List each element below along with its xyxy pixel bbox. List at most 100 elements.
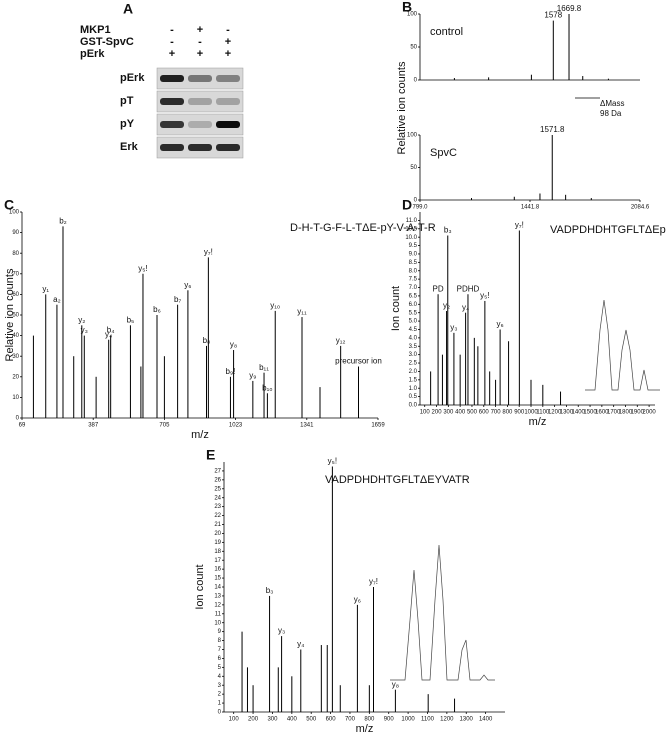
band bbox=[188, 144, 212, 151]
condition-label: pErk bbox=[80, 48, 105, 60]
blot bbox=[156, 67, 244, 90]
y-tick-label: 5 bbox=[218, 665, 222, 671]
x-tick-label: 1023 bbox=[229, 423, 243, 429]
lane-sign: - bbox=[170, 36, 174, 48]
sequence: VADPDHDHTGFLTΔEYVATR bbox=[325, 474, 470, 486]
lane-sign: - bbox=[198, 36, 202, 48]
x-tick-label: 1659 bbox=[371, 423, 385, 429]
x-tick-label: 800 bbox=[502, 410, 513, 416]
x-tick-label: 1800 bbox=[619, 410, 633, 416]
y-tick-label: 2 bbox=[218, 692, 222, 698]
peak-label: 1669.8 bbox=[557, 4, 582, 13]
x-tick-label: 1500 bbox=[583, 410, 597, 416]
y-tick-label: 70 bbox=[12, 271, 19, 277]
y-tick-label: 0 bbox=[414, 198, 418, 204]
peak-label: b₄ bbox=[107, 326, 115, 335]
x-tick-label: 900 bbox=[384, 717, 395, 723]
y-tick-label: 100 bbox=[9, 210, 20, 216]
x-axis-label: m/z bbox=[191, 429, 209, 441]
y-tick-label: 10 bbox=[12, 395, 19, 401]
peak-label: y₄ bbox=[462, 303, 469, 312]
x-tick-label: 900 bbox=[514, 410, 525, 416]
x-tick-label: 1900 bbox=[631, 410, 645, 416]
peak-label: b₂ bbox=[59, 217, 67, 226]
peak-label: y₈ bbox=[230, 340, 237, 349]
lane-sign: - bbox=[226, 24, 230, 36]
y-tick-label: 22 bbox=[214, 513, 221, 519]
y-tick-label: 8.5 bbox=[409, 260, 418, 266]
y-tick-label: 26 bbox=[214, 477, 221, 483]
peak-label: y₅! bbox=[138, 264, 147, 273]
peak-label: y₇! bbox=[369, 577, 378, 586]
x-tick-label: 700 bbox=[345, 717, 356, 723]
y-tick-label: 11 bbox=[215, 611, 222, 617]
panel-label: D bbox=[402, 197, 412, 213]
band bbox=[216, 144, 240, 151]
x-tick-label: 1100 bbox=[421, 717, 435, 723]
x-tick-label: 400 bbox=[287, 717, 298, 723]
blot-label: Erk bbox=[120, 141, 139, 153]
x-tick-label: 1200 bbox=[548, 410, 562, 416]
peak-label: b₃ bbox=[444, 226, 452, 235]
y-tick-label: 7 bbox=[218, 647, 222, 653]
x-tick-label: 1100 bbox=[536, 410, 550, 416]
x-tick-label: 2000 bbox=[642, 410, 656, 416]
x-tick-label: 1341 bbox=[300, 423, 314, 429]
x-tick-label: 1700 bbox=[607, 410, 621, 416]
x-tick-label: 1200 bbox=[440, 717, 454, 723]
x-tick-label: 500 bbox=[467, 410, 478, 416]
x-tick-label: 100 bbox=[229, 717, 240, 723]
peak-label: y₈ bbox=[392, 680, 399, 689]
y-tick-label: 27 bbox=[214, 469, 221, 475]
peak-label: y₆ bbox=[354, 595, 361, 604]
lane-sign: + bbox=[197, 48, 203, 60]
peak-label: PD bbox=[433, 284, 444, 293]
condition-label: GST-SpvC bbox=[80, 36, 134, 48]
x-tick-label: 200 bbox=[432, 410, 443, 416]
x-tick-label: 700 bbox=[491, 410, 502, 416]
y-tick-label: 1.5 bbox=[409, 377, 418, 383]
y-tick-label: 20 bbox=[12, 374, 19, 380]
y-tick-label: 0 bbox=[218, 710, 222, 716]
peak-label: y₄ bbox=[297, 640, 304, 649]
x-tick-label: 799.0 bbox=[412, 205, 428, 211]
y-tick-label: 0 bbox=[16, 416, 20, 422]
lane-sign: + bbox=[225, 36, 231, 48]
delta-label: ΔMass bbox=[600, 99, 624, 108]
x-tick-label: 387 bbox=[88, 423, 99, 429]
peak-label: y₂ bbox=[78, 315, 85, 324]
x-tick-label: 200 bbox=[248, 717, 259, 723]
peak-label: y₃ bbox=[81, 326, 88, 335]
y-tick-label: 21 bbox=[214, 522, 221, 528]
y-tick-label: 30 bbox=[12, 354, 19, 360]
y-tick-label: 16 bbox=[214, 567, 221, 573]
y-tick-label: 18 bbox=[214, 549, 221, 555]
y-tick-label: 6.0 bbox=[409, 302, 418, 308]
x-tick-label: 800 bbox=[364, 717, 375, 723]
x-axis-label: m/z bbox=[356, 723, 374, 735]
peak-label: y₁₀ bbox=[270, 301, 280, 310]
band bbox=[216, 98, 240, 105]
x-tick-label: 1300 bbox=[560, 410, 574, 416]
band bbox=[216, 121, 240, 128]
y-tick-label: 1.0 bbox=[409, 386, 418, 392]
y-tick-label: 17 bbox=[214, 558, 221, 564]
band bbox=[188, 121, 212, 128]
x-tick-label: 2084.6 bbox=[631, 205, 650, 211]
y-tick-label: 20 bbox=[214, 531, 221, 537]
peak-label: b₃ bbox=[266, 586, 274, 595]
y-tick-label: 100 bbox=[407, 12, 418, 18]
y-tick-label: 5.0 bbox=[409, 319, 418, 325]
panel-label: E bbox=[206, 447, 215, 463]
sequence: D-H-T-G-F-L-TΔE-pY-V-A-T-R bbox=[290, 222, 436, 234]
y-tick-label: 50 bbox=[410, 165, 417, 171]
peak-label: y₇! bbox=[204, 247, 213, 256]
peak-label: y₅! bbox=[328, 457, 337, 466]
x-tick-label: 300 bbox=[267, 717, 278, 723]
peak-label: y₂ bbox=[443, 301, 450, 310]
x-tick-label: 600 bbox=[326, 717, 337, 723]
lane-sign: - bbox=[170, 24, 174, 36]
y-tick-label: 0.0 bbox=[409, 403, 418, 409]
peak-label: y₁ bbox=[42, 285, 49, 294]
